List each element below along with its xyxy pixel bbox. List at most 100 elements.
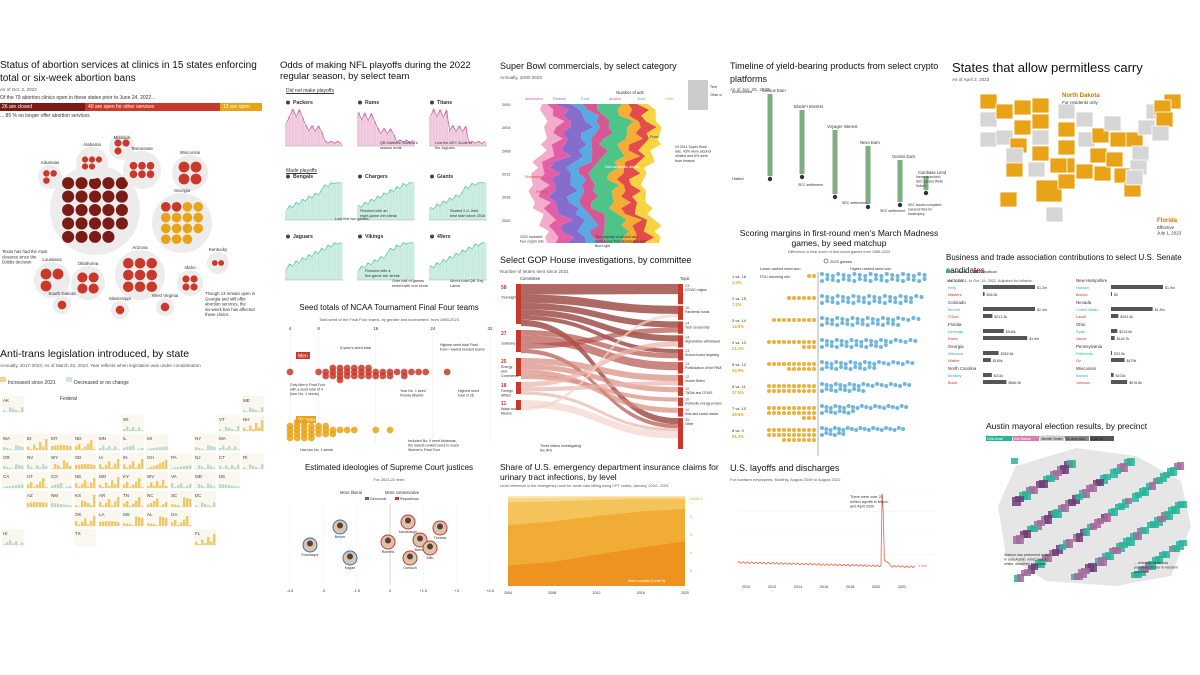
tile-bar [15, 445, 18, 450]
contrib-val: $1.9m [1165, 286, 1175, 290]
gop-topic-val-8: 10 [685, 397, 689, 401]
contrib-cand-Bolduc: Bolduc [1076, 293, 1088, 297]
crypto-bar [799, 110, 805, 174]
tile-label-DC: DC [195, 493, 202, 498]
contrib-bar [983, 358, 991, 362]
tile-bar [252, 465, 255, 469]
tile-bar [204, 487, 207, 488]
gop-topic-4: School board targeting [685, 353, 719, 357]
higher-seed-win-dot [824, 427, 829, 431]
higher-seed-win-dot [820, 345, 824, 349]
tile-CO [50, 472, 72, 489]
tile-bar [141, 448, 144, 450]
abortion-date: As of Oct. 2, 2022 [0, 87, 37, 92]
clinic-dot [57, 300, 67, 310]
justice-Barrett: Barrett [415, 548, 426, 552]
higher-seed-win-dot [850, 405, 855, 409]
men-seed-dot [358, 372, 365, 380]
lower-seed-win-dot [787, 389, 791, 393]
tile-bar [249, 464, 252, 469]
tile-IL [122, 434, 144, 451]
nfl-odds-bar [297, 204, 301, 220]
nfl-odds-bar [470, 141, 474, 146]
higher-seed-win-dot [909, 296, 914, 300]
crypto-bar [767, 94, 773, 176]
contrib-val: $546k [1006, 330, 1016, 334]
tile-bar [225, 465, 228, 469]
tile-label-MA: MA [219, 436, 226, 441]
scotus-tick: +4.5 [486, 589, 494, 592]
nfl-odds-bar [294, 260, 298, 280]
higher-seed-win-dot [860, 318, 865, 322]
austin-precinct [1054, 509, 1062, 518]
tile-bar [198, 448, 201, 450]
nfl-odds-bar [454, 131, 458, 146]
austin-precinct [1083, 528, 1090, 536]
clinic-dot [122, 281, 134, 293]
gop-topic-node [678, 305, 683, 320]
tile-bar [93, 465, 96, 469]
higher-seed-win-dot [857, 277, 862, 281]
lower-seed-win-dot [787, 367, 791, 371]
nfl-odds-bar [360, 265, 364, 280]
nfl-odds-bar [291, 109, 295, 146]
women-seed-dot [308, 422, 315, 430]
gop-committee-val-4: 11 [501, 401, 507, 407]
higher-seed-win-dot [820, 426, 824, 430]
gop-flow [521, 369, 678, 413]
clinic-dot [182, 234, 193, 245]
austin-precinct [1053, 470, 1062, 476]
higher-seed-win-dot [829, 384, 834, 388]
higher-seed-win-dot [830, 296, 835, 300]
higher-seed-win-dot [849, 338, 854, 342]
higher-seed-win-dot [886, 404, 891, 408]
state-NE [1031, 129, 1050, 146]
tile-bar [18, 465, 21, 469]
tile-bar [81, 464, 84, 469]
tile-bar [108, 461, 111, 469]
austin-precinct [1157, 516, 1166, 522]
nfl-odds-bar [395, 142, 399, 146]
lower-seed-win-dot [782, 384, 786, 388]
higher-seed-win-dot [891, 318, 896, 322]
higher-seed-win-dot [845, 322, 850, 326]
nfl-odds-bar [477, 245, 480, 280]
tile-bar [159, 447, 162, 450]
gop-committee-node [516, 400, 521, 410]
higher-seed-win-dot [858, 426, 863, 430]
tile-bar [237, 426, 240, 431]
crypto-coinbase-line: Never launched; [916, 175, 941, 179]
tile-bar [252, 428, 255, 431]
sb-ann-3-line: The majority of alcohol ads [595, 235, 638, 239]
higher-seed-win-dot [867, 365, 872, 369]
higher-seed-win-dot [835, 323, 840, 327]
matchup-pct-5: 37.5% [732, 390, 744, 395]
tile-bar [123, 464, 126, 469]
clinic-dot [211, 260, 218, 266]
tile-bar [108, 485, 111, 488]
tile-bar [27, 464, 30, 469]
tile-bar [27, 446, 30, 450]
nfl-odds-bar [461, 250, 464, 280]
tile-bar [87, 524, 90, 526]
tile-bar [84, 480, 87, 488]
tile-bar [222, 484, 225, 488]
clinic-dot [88, 217, 102, 230]
sb-ann-3-line: have come from Budweiser and [595, 240, 646, 244]
tile-bar [174, 486, 177, 488]
justice-head-icon [417, 535, 423, 542]
ncaa-ann-5-line: Included No. 9 seed Arkansas, [408, 439, 457, 443]
contrib-val: $36.5k [987, 293, 998, 297]
tile-bar [117, 477, 120, 488]
er-level-band [508, 541, 685, 586]
nfl-annotation-2-line: eight-game win streak [360, 214, 397, 218]
higher-seed-win-dot [882, 294, 887, 298]
higher-seed-win-dot [840, 321, 845, 325]
layoffs-ann-line: There were over 22 [850, 495, 883, 499]
higher-seed-win-dot [834, 345, 839, 349]
tile-bar [258, 468, 261, 469]
austin-precinct [1044, 515, 1052, 524]
tile-bar [84, 446, 87, 450]
